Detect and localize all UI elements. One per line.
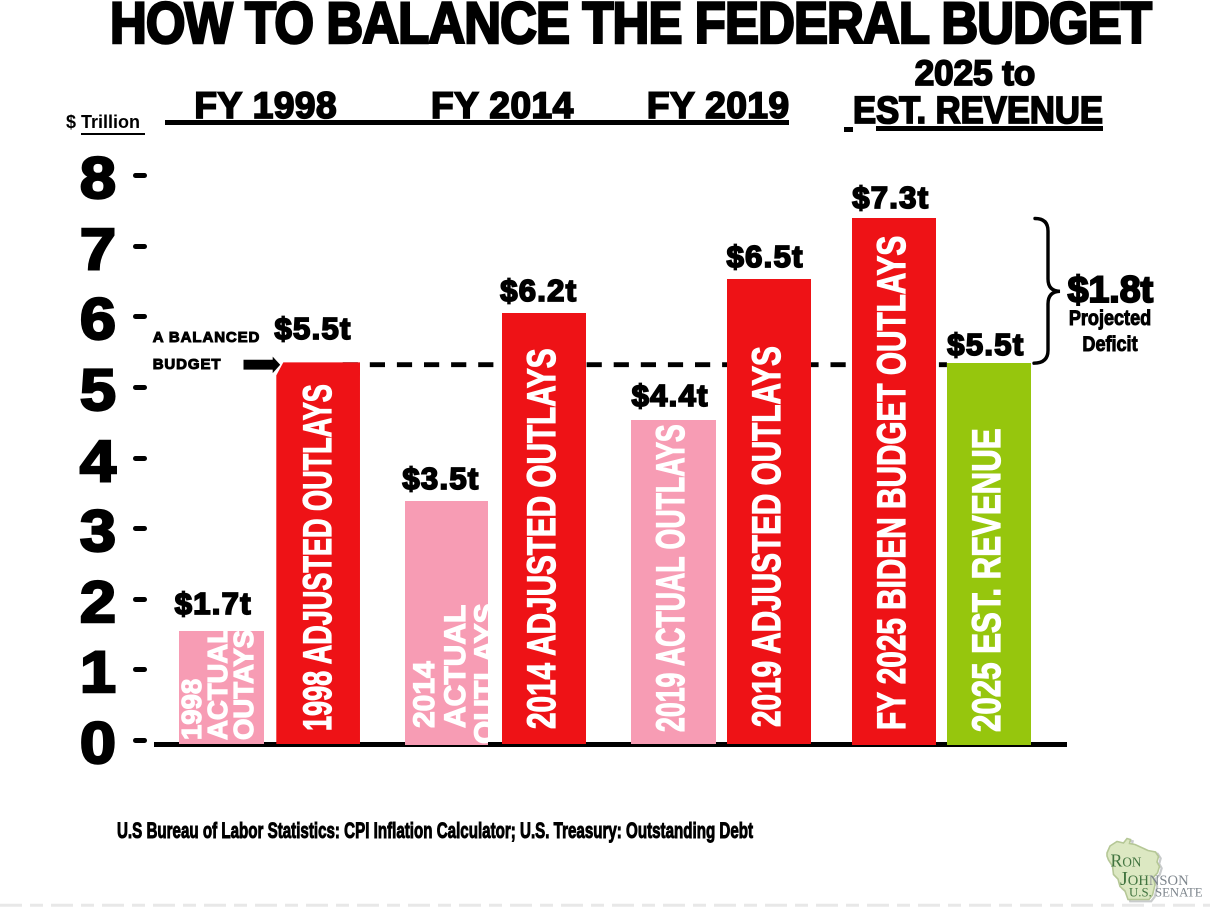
svg-text:JOHNSON: JOHNSON: [1120, 868, 1189, 890]
svg-text:U.S. SENATE: U.S. SENATE: [1129, 886, 1203, 900]
svg-text:RON: RON: [1111, 851, 1142, 871]
